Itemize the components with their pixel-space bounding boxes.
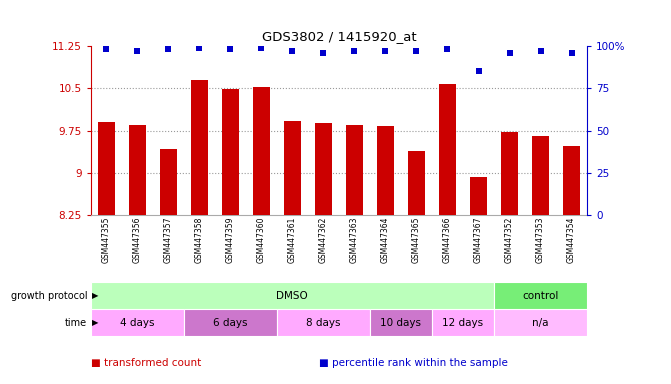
Text: 6 days: 6 days [213,318,248,328]
Text: ■ transformed count: ■ transformed count [91,358,201,368]
Point [101,46,111,53]
Bar [377,126,394,215]
Point [256,45,266,51]
Text: ▶: ▶ [92,318,99,327]
Bar [184,309,277,336]
Text: ▶: ▶ [92,291,99,300]
Bar [346,126,363,215]
Bar [501,132,518,215]
Bar [284,121,301,215]
Text: n/a: n/a [532,318,549,328]
Point [566,50,577,56]
Text: time: time [65,318,87,328]
Bar [277,309,370,336]
Text: DMSO: DMSO [276,291,308,301]
Bar [221,89,239,215]
Point [380,48,391,54]
Point [225,46,236,53]
Point [318,50,329,56]
Bar [97,122,115,215]
Text: 4 days: 4 days [120,318,154,328]
Bar [160,149,176,215]
Text: growth protocol: growth protocol [11,291,87,301]
Title: GDS3802 / 1415920_at: GDS3802 / 1415920_at [262,30,416,43]
Point [349,48,360,54]
Bar [532,136,549,215]
Bar [563,146,580,215]
Point [442,46,453,53]
Text: control: control [523,291,559,301]
Bar [470,177,487,215]
Point [287,48,298,54]
Point [504,50,515,56]
Text: 10 days: 10 days [380,318,421,328]
Text: 12 days: 12 days [442,318,484,328]
Bar [432,309,494,336]
Point [473,68,484,74]
Point [194,45,205,51]
Bar [315,123,332,215]
Bar [439,84,456,215]
Bar [91,282,494,309]
Text: ■ percentile rank within the sample: ■ percentile rank within the sample [319,358,507,368]
Bar [253,87,270,215]
Bar [191,80,208,215]
Bar [494,282,587,309]
Bar [370,309,432,336]
Point [535,48,546,54]
Text: 8 days: 8 days [306,318,341,328]
Point [411,48,422,54]
Bar [408,151,425,215]
Point [163,46,174,53]
Bar [129,125,146,215]
Bar [494,309,587,336]
Point [132,48,142,54]
Bar [91,309,184,336]
